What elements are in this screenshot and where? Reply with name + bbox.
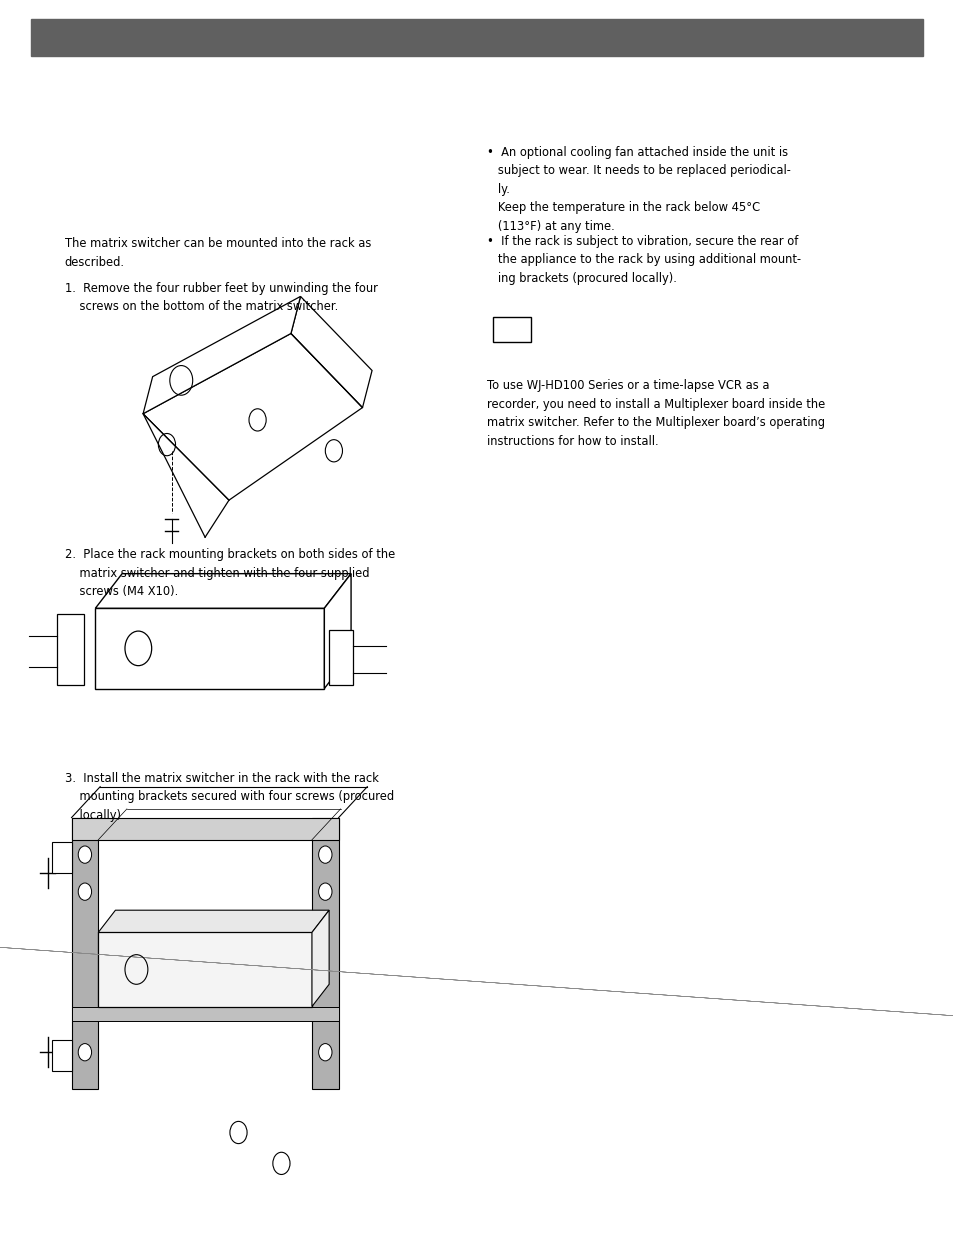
- Polygon shape: [143, 333, 362, 500]
- Text: •  If the rack is subject to vibration, secure the rear of
   the appliance to t: • If the rack is subject to vibration, s…: [486, 235, 800, 284]
- Bar: [71, 1007, 338, 1021]
- Polygon shape: [98, 910, 329, 932]
- Bar: [98, 932, 312, 1007]
- Polygon shape: [324, 573, 351, 689]
- Polygon shape: [143, 296, 300, 414]
- Bar: [71, 818, 98, 1089]
- Circle shape: [78, 883, 91, 900]
- Circle shape: [318, 883, 332, 900]
- Text: The matrix switcher can be mounted into the rack as
described.: The matrix switcher can be mounted into …: [65, 237, 371, 269]
- Text: •  An optional cooling fan attached inside the unit is
   subject to wear. It ne: • An optional cooling fan attached insid…: [486, 146, 790, 232]
- Polygon shape: [52, 842, 71, 873]
- Bar: [31, 19, 922, 56]
- Polygon shape: [57, 614, 84, 685]
- Bar: [71, 818, 338, 840]
- Bar: [493, 317, 531, 342]
- Circle shape: [318, 1044, 332, 1061]
- Polygon shape: [312, 910, 329, 1007]
- Polygon shape: [291, 296, 372, 408]
- Circle shape: [273, 1152, 290, 1174]
- Polygon shape: [52, 1040, 71, 1071]
- Polygon shape: [95, 608, 324, 689]
- Text: 3.  Install the matrix switcher in the rack with the rack
    mounting brackets : 3. Install the matrix switcher in the ra…: [65, 772, 394, 821]
- Text: To use WJ-HD100 Series or a time-lapse VCR as a
recorder, you need to install a : To use WJ-HD100 Series or a time-lapse V…: [486, 379, 824, 447]
- Bar: [312, 818, 338, 1089]
- Polygon shape: [95, 573, 351, 608]
- Text: 1.  Remove the four rubber feet by unwinding the four
    screws on the bottom o: 1. Remove the four rubber feet by unwind…: [65, 282, 377, 314]
- Polygon shape: [329, 630, 353, 685]
- Circle shape: [78, 846, 91, 863]
- Circle shape: [318, 846, 332, 863]
- Circle shape: [230, 1121, 247, 1144]
- Text: 2.  Place the rack mounting brackets on both sides of the
    matrix switcher an: 2. Place the rack mounting brackets on b…: [65, 548, 395, 598]
- Circle shape: [78, 1044, 91, 1061]
